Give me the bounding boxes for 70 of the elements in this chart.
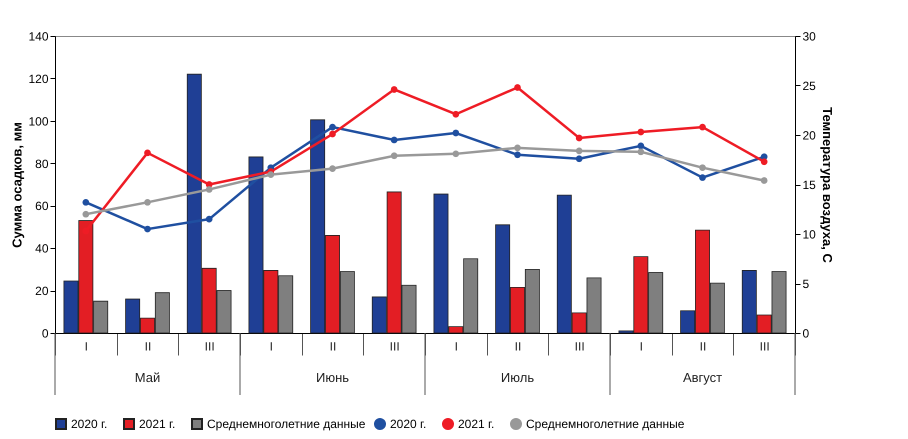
point bbox=[760, 177, 768, 184]
text: Июнь bbox=[316, 370, 350, 385]
point bbox=[82, 198, 90, 206]
point bbox=[699, 164, 706, 172]
point bbox=[452, 130, 460, 136]
point bbox=[576, 155, 583, 162]
x-tick-label: II bbox=[330, 340, 336, 354]
y2-tick-label: 25 bbox=[802, 79, 816, 93]
y-tick-label: 40 bbox=[35, 242, 49, 256]
text: Май bbox=[134, 370, 160, 385]
point bbox=[206, 216, 213, 222]
point bbox=[514, 151, 521, 158]
legend-label: 2020 г. bbox=[390, 417, 426, 431]
point bbox=[699, 174, 706, 181]
y-tick-label: 60 bbox=[35, 199, 49, 214]
x-tick-label: II bbox=[144, 340, 152, 354]
legend-label: 2021 г. bbox=[139, 417, 176, 431]
x-tick-label: III bbox=[574, 340, 585, 354]
point bbox=[206, 186, 213, 193]
x-tick-label: I bbox=[454, 340, 458, 354]
point bbox=[452, 150, 460, 158]
point bbox=[267, 171, 274, 178]
point bbox=[390, 152, 398, 160]
x-tick-label: III bbox=[390, 340, 400, 354]
y2-tick-label: 20 bbox=[802, 128, 816, 142]
point bbox=[329, 130, 336, 138]
x-tick-label: II bbox=[514, 340, 522, 354]
text: Июль bbox=[500, 370, 534, 385]
point bbox=[144, 226, 151, 232]
y-axis-title: Сумма осадков, мм bbox=[9, 122, 24, 248]
x-tick-label: I bbox=[84, 340, 88, 354]
legend-label: Среднемноголетние данные bbox=[207, 417, 366, 431]
point bbox=[144, 198, 151, 206]
point bbox=[576, 147, 583, 154]
point bbox=[329, 165, 336, 172]
legend-label: 2021 г. bbox=[458, 417, 494, 431]
point bbox=[637, 128, 644, 136]
point bbox=[637, 142, 644, 150]
y-tick-label: 100 bbox=[28, 114, 49, 128]
x-tick-label: I bbox=[270, 340, 274, 354]
point bbox=[576, 134, 583, 142]
y-tick-label: 20 bbox=[35, 284, 49, 298]
y-tick-label: 80 bbox=[35, 156, 49, 171]
point bbox=[514, 84, 521, 91]
point bbox=[452, 110, 460, 118]
legend-label: Среднемноголетние данные bbox=[526, 417, 685, 431]
y-tick-label: 140 bbox=[28, 30, 49, 44]
point bbox=[760, 158, 768, 166]
x-tick-label: III bbox=[760, 340, 770, 354]
point bbox=[390, 86, 398, 93]
point bbox=[144, 149, 151, 156]
y2-tick-label: 10 bbox=[802, 228, 816, 242]
y2-tick-label: 0 bbox=[802, 326, 810, 340]
x-tick-label: III bbox=[204, 340, 215, 354]
y2-tick-label: 30 bbox=[802, 30, 816, 44]
text: Август bbox=[682, 370, 722, 385]
legend-label: 2020 г. bbox=[71, 417, 108, 431]
y2-axis-title: Температура воздуха, С bbox=[820, 107, 835, 264]
point bbox=[82, 210, 90, 218]
y2-tick-label: 5 bbox=[802, 277, 810, 291]
point bbox=[329, 124, 336, 130]
point bbox=[699, 124, 706, 130]
x-tick-label: II bbox=[700, 340, 706, 354]
point bbox=[637, 148, 644, 156]
point bbox=[390, 136, 398, 144]
x-tick-label: I bbox=[640, 340, 644, 354]
y2-tick-label: 15 bbox=[802, 178, 816, 192]
y-tick-label: 0 bbox=[42, 326, 49, 340]
y-tick-label: 120 bbox=[28, 72, 49, 86]
point bbox=[514, 144, 521, 152]
